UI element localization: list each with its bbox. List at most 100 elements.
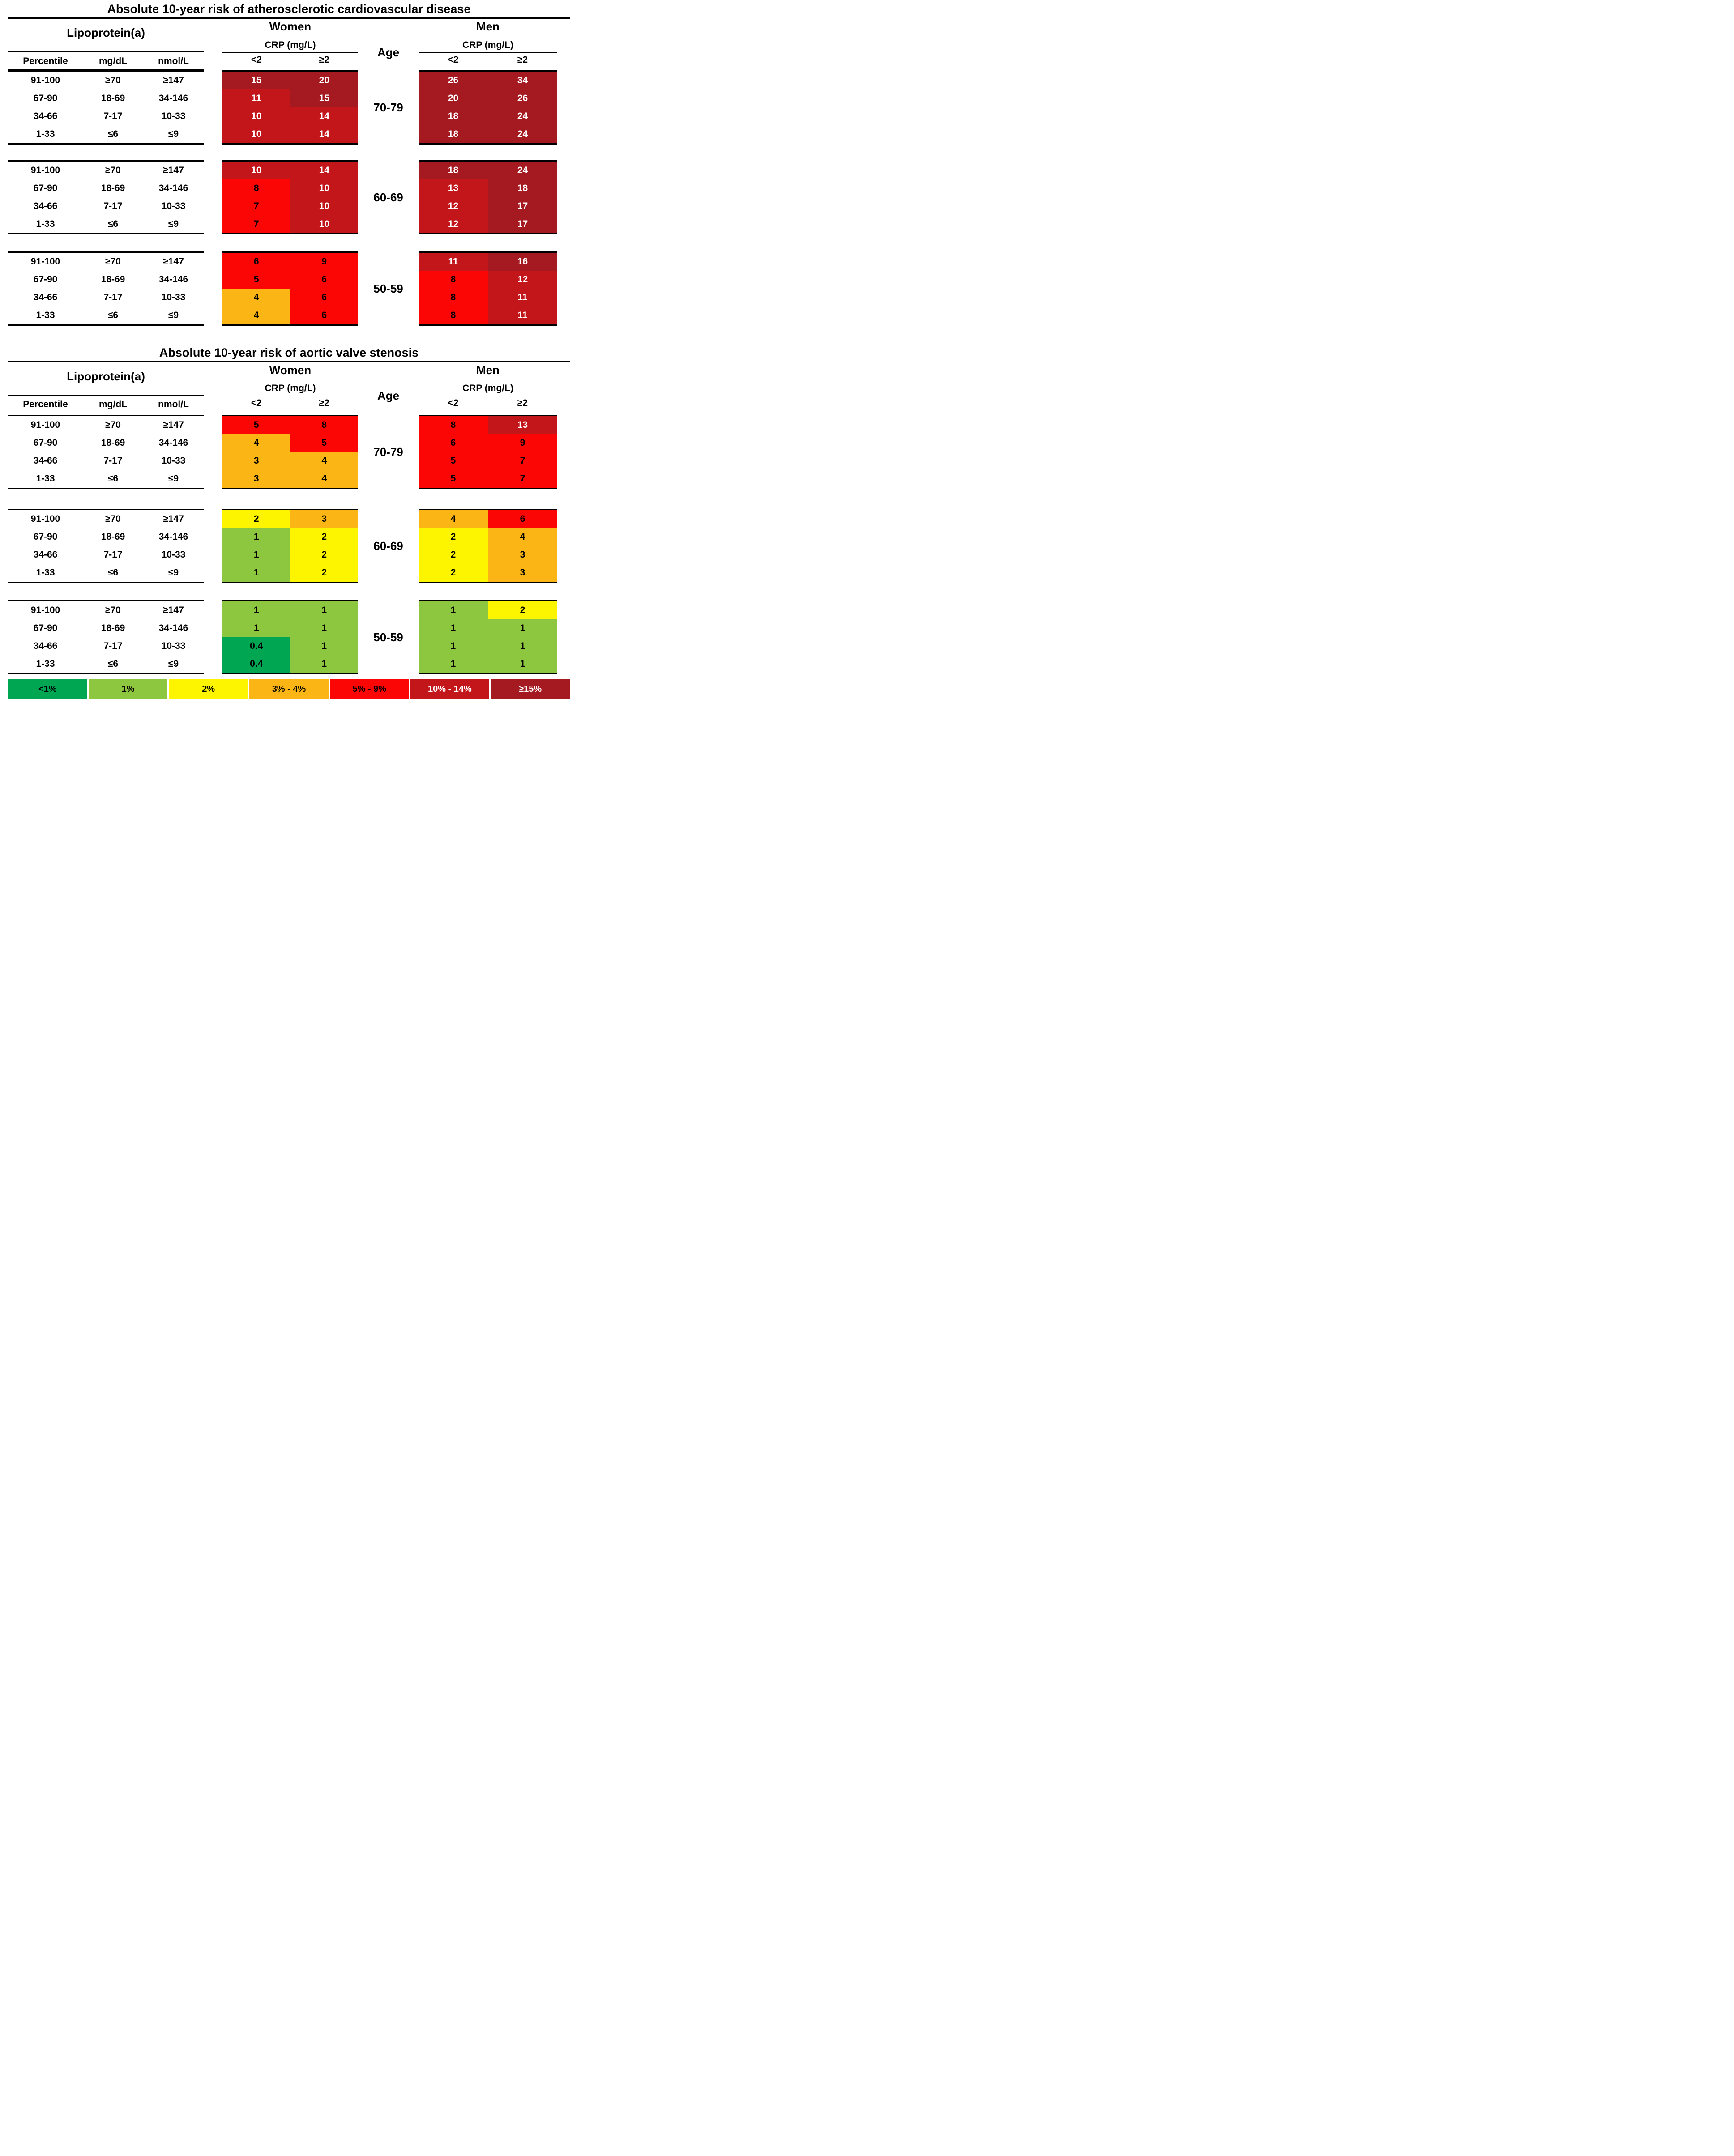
band-botline [419,488,557,489]
heat-cell: 1 [222,546,290,564]
lpa-cell: ≥70 [105,256,121,267]
heat-cell: 0.4 [222,637,290,655]
lpa-cell: 34-146 [158,93,188,103]
heat-cell: 7 [488,452,557,470]
lpa-cell: ≤9 [168,659,179,669]
title-rule [8,17,570,19]
lpa-cell: 10-33 [161,550,186,560]
lpa-cell: 10-33 [161,456,186,466]
band-botline [419,582,557,583]
lpa-cell: 18-69 [101,532,125,542]
lpa-cell: 67-90 [33,623,58,633]
crp-col-header: <2 [448,55,459,65]
heat-cell: 2 [290,528,358,546]
figure-canvas: Absolute 10-year risk of atherosclerotic… [0,0,578,719]
lpa-cell: 67-90 [33,532,58,542]
crp-underline-men [419,52,557,53]
heat-cell: 2 [419,528,488,546]
legend-item-b1014: 10% - 14% [410,679,490,699]
heat-cell: 5 [419,470,488,488]
heat-cell: 6 [290,271,358,289]
crp-col-header: <2 [251,55,262,65]
lpa-cell: 1-33 [36,129,55,139]
lpa-cell: 67-90 [33,438,58,448]
heat-cell: 17 [488,215,557,233]
lpa-cell: 34-66 [33,201,58,211]
lpa-cell: 91-100 [30,605,60,615]
legend-item-lt1: <1% [8,679,87,699]
lipoprotein-label: Lipoprotein(a) [67,26,145,39]
heat-cell: 10 [222,125,290,143]
crp-col-header: ≥2 [319,398,329,408]
lpa-cell: ≤9 [168,567,179,578]
band-botline [8,488,204,489]
legend-item-g1: 1% [88,679,168,699]
crp-col-header: ≥2 [517,398,528,408]
heat-cell: 1 [290,619,358,637]
heat-cell: 18 [419,162,488,179]
band-topline [222,251,358,253]
band-botline [222,143,358,145]
heat-cell: 1 [222,528,290,546]
heat-cell: 17 [488,197,557,215]
heat-cell: 20 [419,89,488,107]
lpa-cell: ≥147 [163,420,184,430]
lpa-cell: 34-146 [158,438,188,448]
heat-cell: 12 [419,215,488,233]
lipoprotein-label: Lipoprotein(a) [67,370,145,383]
band-botline [222,582,358,583]
lpa-cell: 10-33 [161,201,186,211]
heat-cell: 10 [222,162,290,179]
heat-cell: 5 [290,434,358,452]
lpa-cell: 18-69 [101,623,125,633]
lpa-cell: 34-146 [158,532,188,542]
heat-cell: 1 [419,655,488,673]
lpa-cell: 34-146 [158,183,188,193]
lpa-cell: ≤6 [107,567,119,578]
lpa-cell: 34-66 [33,456,58,466]
lpa-cell: ≥147 [163,75,184,85]
lpa-cell: ≥70 [105,605,121,615]
lpa-cell: 10-33 [161,111,186,121]
lpa-cell: ≤9 [168,129,179,139]
heat-cell: 7 [488,470,557,488]
lpa-col-header: mg/dL [99,399,127,409]
lpa-cell: 34-66 [33,641,58,651]
table-title: Absolute 10-year risk of aortic valve st… [159,346,419,359]
lpa-cell: 18-69 [101,274,125,285]
heat-cell: 1 [290,637,358,655]
band-topline [8,70,204,72]
heat-cell: 6 [290,307,358,324]
lpa-cell: 1-33 [36,219,55,229]
crp-underline-women [222,52,358,53]
age-group-label: 50-59 [373,631,403,644]
lpa-cell: 34-66 [33,550,58,560]
band-topline [8,509,204,510]
heat-cell: 26 [488,89,557,107]
heat-cell: 1 [290,655,358,673]
heat-cell: 24 [488,162,557,179]
lpa-cell: 7-17 [103,292,123,303]
band-botline [419,324,557,326]
heat-cell: 2 [488,601,557,619]
lpa-cell: ≥70 [105,165,121,175]
heat-cell: 18 [419,107,488,125]
band-botline [222,324,358,326]
age-header: Age [377,46,400,59]
heat-cell: 4 [222,434,290,452]
heat-cell: 1 [290,601,358,619]
lpa-cell: 1-33 [36,659,55,669]
band-topline [8,251,204,253]
heat-cell: 4 [488,528,557,546]
heat-cell: 26 [419,72,488,89]
lpa-cell: 18-69 [101,183,125,193]
lpa-cell: 10-33 [161,292,186,303]
women-label: Women [269,363,312,377]
lpa-cell: 7-17 [103,201,123,211]
age-group-label: 60-69 [373,539,403,553]
crp-col-header: ≥2 [517,55,528,65]
men-label: Men [476,363,500,377]
lpa-col-header: Percentile [23,56,68,66]
legend-item-ge15: ≥15% [491,679,570,699]
lpa-cell: 10-33 [161,641,186,651]
